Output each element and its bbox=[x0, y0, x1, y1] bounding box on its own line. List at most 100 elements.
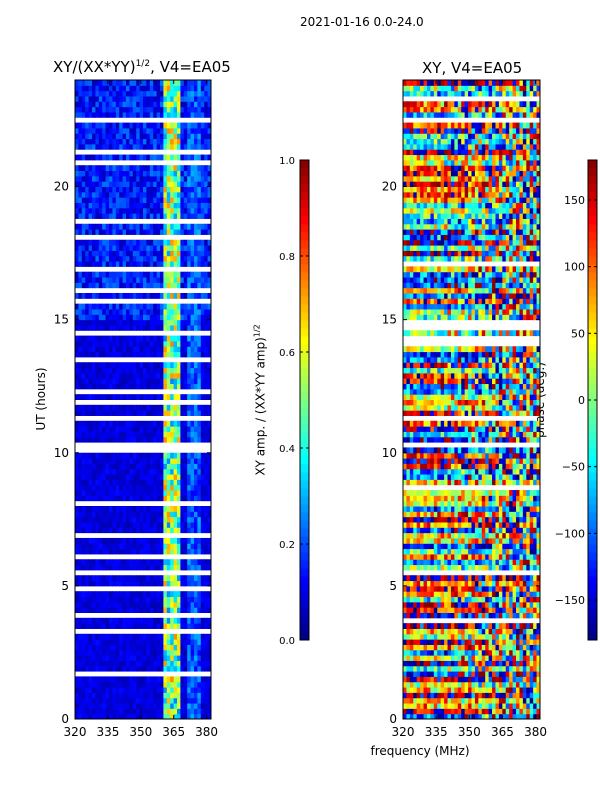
phase-cell bbox=[440, 687, 445, 693]
phase-cell bbox=[505, 639, 510, 645]
amp-cell bbox=[129, 521, 134, 528]
amp-cell bbox=[132, 692, 137, 699]
amp-cell bbox=[187, 111, 192, 118]
amp-cell bbox=[75, 181, 79, 187]
phase-cell bbox=[529, 671, 534, 677]
amp-cell bbox=[139, 80, 144, 86]
amp-cell bbox=[143, 308, 147, 315]
amp-cell bbox=[204, 362, 209, 369]
amp-cell bbox=[160, 591, 164, 598]
amp-cell bbox=[85, 617, 90, 624]
phase-cell bbox=[505, 703, 510, 709]
amp-cell bbox=[122, 474, 127, 480]
amp-cell bbox=[105, 223, 110, 230]
phase-cell bbox=[485, 607, 490, 613]
phase-cell bbox=[444, 713, 449, 720]
amp-cell bbox=[187, 639, 192, 645]
amp-cell bbox=[146, 261, 151, 267]
amp-cell bbox=[105, 687, 110, 693]
amp-cell bbox=[112, 484, 117, 491]
amp-cell bbox=[122, 170, 127, 177]
phase-cell bbox=[430, 644, 435, 651]
phase-cell bbox=[509, 692, 514, 699]
phase-cell bbox=[492, 564, 496, 571]
amp-cell bbox=[149, 490, 154, 496]
amp-cell bbox=[146, 122, 151, 129]
amp-cell bbox=[194, 644, 198, 651]
amp-cell bbox=[149, 80, 154, 86]
amp-cell bbox=[75, 458, 79, 464]
amp-cell bbox=[177, 548, 181, 555]
amp-cell bbox=[132, 665, 137, 672]
amp-cell bbox=[81, 90, 86, 97]
amp-cell bbox=[122, 303, 127, 310]
amp-cell bbox=[109, 319, 113, 326]
amp-cell bbox=[109, 564, 113, 571]
amp-cell bbox=[92, 426, 96, 432]
phase-cell bbox=[447, 713, 452, 720]
amp-cell bbox=[75, 106, 79, 113]
phase-cell bbox=[447, 580, 452, 587]
amp-cell bbox=[170, 644, 175, 651]
phase-cell bbox=[416, 601, 421, 608]
amp-cell bbox=[170, 197, 175, 203]
amp-cell bbox=[160, 250, 164, 257]
amp-cell bbox=[119, 250, 124, 257]
amp-cell bbox=[112, 170, 117, 177]
amp-cell bbox=[81, 111, 86, 118]
amp-cell bbox=[122, 495, 127, 502]
amp-cell bbox=[78, 362, 83, 369]
amp-cell bbox=[149, 692, 154, 699]
amp-cell bbox=[112, 431, 117, 438]
amp-cell bbox=[98, 596, 103, 603]
amp-cell bbox=[180, 170, 185, 177]
amp-cell bbox=[136, 223, 141, 230]
phase-cell bbox=[502, 692, 507, 699]
amp-cell bbox=[207, 85, 212, 92]
amp-cell bbox=[78, 111, 83, 118]
amp-cell bbox=[105, 165, 110, 172]
amp-cell bbox=[149, 607, 154, 613]
phase-cell bbox=[533, 671, 538, 677]
amp-cell bbox=[81, 170, 86, 177]
phase-cell bbox=[413, 676, 418, 683]
amp-cell bbox=[194, 479, 198, 486]
amp-cell bbox=[177, 404, 181, 411]
amp-cell bbox=[92, 223, 96, 230]
phase-cell bbox=[423, 564, 428, 571]
amp-cell bbox=[81, 207, 86, 214]
amp-cell bbox=[194, 394, 198, 400]
amp-cell bbox=[153, 127, 158, 134]
amp-cell bbox=[112, 687, 117, 693]
amp-cell bbox=[81, 676, 86, 683]
amp-cell bbox=[156, 106, 161, 113]
amp-cell bbox=[115, 676, 120, 683]
amp-cell bbox=[149, 335, 154, 342]
amp-cell bbox=[163, 367, 168, 374]
amp-cell bbox=[163, 191, 168, 198]
phase-cell bbox=[406, 628, 411, 635]
amp-cell bbox=[129, 506, 134, 512]
phase-cell bbox=[454, 580, 459, 587]
amp-cell bbox=[153, 575, 158, 582]
phase-cell bbox=[526, 585, 531, 592]
amp-cell bbox=[126, 436, 130, 443]
amp-cell bbox=[146, 239, 151, 246]
amp-cell bbox=[194, 213, 198, 219]
amp-cell bbox=[180, 527, 185, 534]
phase-cell bbox=[516, 655, 520, 661]
amp-cell bbox=[136, 511, 141, 518]
amp-cell bbox=[105, 346, 110, 353]
amp-cell bbox=[115, 649, 120, 656]
phase-cell bbox=[440, 628, 445, 635]
amp-cell bbox=[75, 245, 79, 251]
amp-cell bbox=[149, 623, 154, 629]
amp-cell bbox=[98, 101, 103, 108]
amp-cell bbox=[187, 319, 192, 326]
amp-cell bbox=[200, 676, 205, 683]
amp-cell bbox=[163, 127, 168, 134]
amp-cell bbox=[119, 197, 124, 203]
amp-cell bbox=[190, 601, 195, 608]
amp-cell bbox=[149, 127, 154, 134]
phase-cell bbox=[481, 655, 486, 661]
